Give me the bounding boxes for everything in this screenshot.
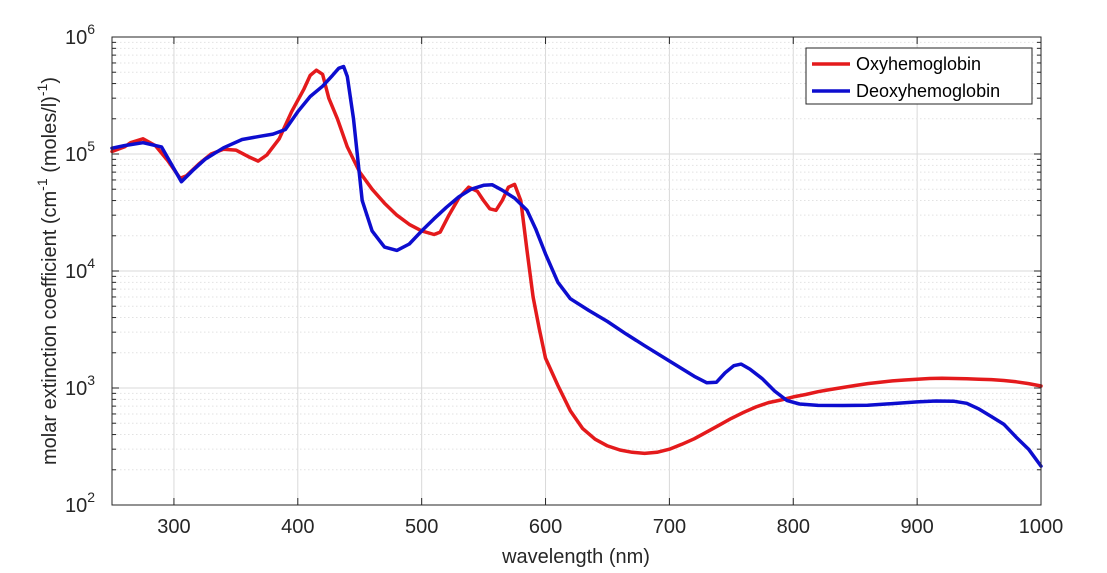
x-tick-label: 800 xyxy=(777,516,810,538)
x-tick-label: 600 xyxy=(529,516,562,538)
y-tick-label: 104 xyxy=(65,255,95,283)
legend: Oxyhemoglobin Deoxyhemoglobin xyxy=(805,47,1033,105)
y-tick-label: 105 xyxy=(65,138,95,166)
x-axis-label: wavelength (nm) xyxy=(501,546,650,568)
x-tick-label: 900 xyxy=(900,516,933,538)
y-tick-label: 103 xyxy=(65,372,95,400)
y-axis-label-middle: (moles/l) xyxy=(39,96,61,178)
y-axis-label-sup2: -1 xyxy=(34,83,50,96)
x-tick-label: 500 xyxy=(405,516,438,538)
x-tick-label: 400 xyxy=(281,516,314,538)
x-tick-label: 300 xyxy=(157,516,190,538)
x-tick-label: 1000 xyxy=(1019,516,1064,538)
y-tick-label: 102 xyxy=(65,489,95,517)
y-axis-label: molar extinction coefficient (cm-1 (mole… xyxy=(34,77,61,465)
series-line-deoxyhemoglobin xyxy=(110,64,1043,468)
axis-ticks: 300 400 500 600 700 800 900 1000 102 103 104 105 106 xyxy=(65,21,1063,538)
legend-box xyxy=(805,47,1033,105)
legend-label-oxyhemoglobin: Oxyhemoglobin xyxy=(856,54,981,74)
series-lines xyxy=(110,64,1043,468)
y-axis-label-suffix: ) xyxy=(39,77,61,84)
series-line-oxyhemoglobin xyxy=(110,68,1043,456)
y-tick-label: 106 xyxy=(65,21,95,49)
x-tick-label: 700 xyxy=(653,516,686,538)
grid xyxy=(112,36,1042,506)
legend-label-deoxyhemoglobin: Deoxyhemoglobin xyxy=(856,81,1000,101)
y-axis-label-sup1: -1 xyxy=(34,178,50,191)
y-axis-label-prefix: molar extinction coefficient (cm xyxy=(39,191,61,465)
